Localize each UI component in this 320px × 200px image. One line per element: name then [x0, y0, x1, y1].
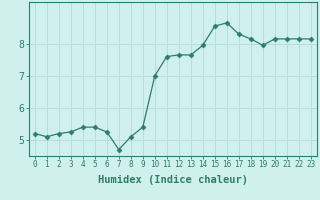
- X-axis label: Humidex (Indice chaleur): Humidex (Indice chaleur): [98, 175, 248, 185]
